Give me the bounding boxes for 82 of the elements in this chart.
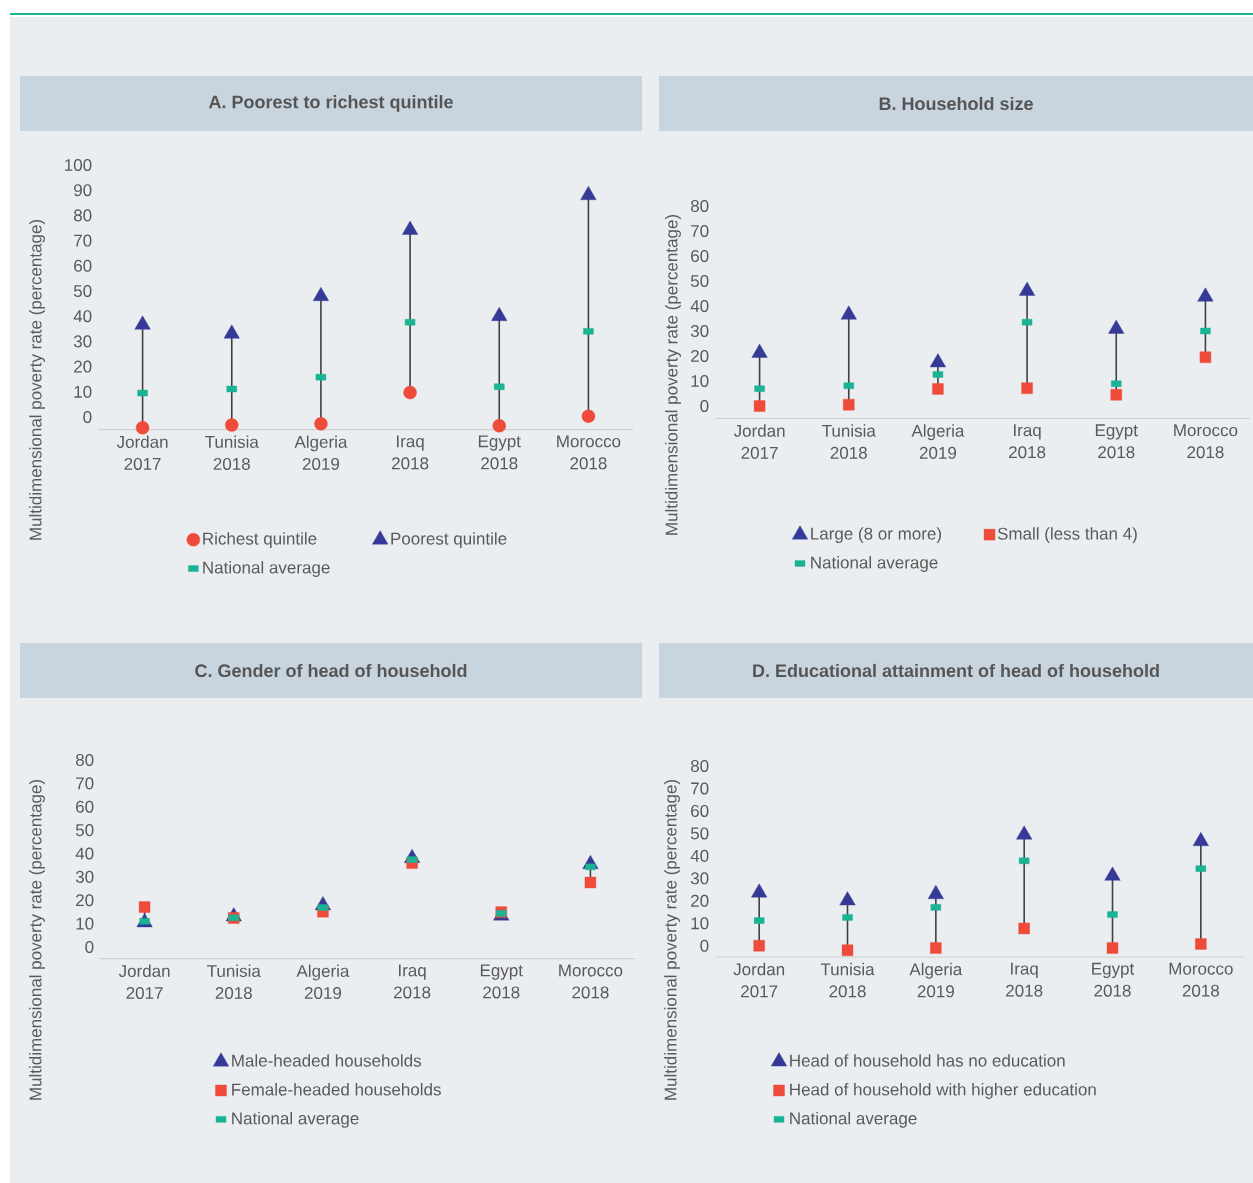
y-tick-label: 60 xyxy=(691,804,709,817)
x-tick-label: Iraq 2018 xyxy=(392,435,429,470)
y-axis-title: Multidimensional poverty rate (percentage) xyxy=(665,215,681,535)
y-tick-label: 10 xyxy=(691,917,709,930)
x-tick-label: Iraq 2018 xyxy=(1006,962,1043,997)
y-tick-label: 40 xyxy=(73,310,92,323)
y-tick-label: 20 xyxy=(74,360,92,373)
y-tick-label: 10 xyxy=(74,385,92,398)
legend-label: National average xyxy=(203,561,330,577)
y-tick-label: 30 xyxy=(690,872,709,885)
x-tick-label: Algeria 2019 xyxy=(911,424,965,459)
x-tick-label: Morocco 2018 xyxy=(1169,962,1233,997)
y-tick-label: 100 xyxy=(65,158,92,172)
x-tick-label: Algeria 2019 xyxy=(296,964,350,1000)
y-tick-label: 40 xyxy=(690,849,709,862)
x-tick-label: Egypt 2018 xyxy=(1095,424,1138,459)
legend-label: Male-headed households xyxy=(232,1054,422,1067)
y-tick-label: 50 xyxy=(75,824,94,837)
y-tick-label: 0 xyxy=(700,399,709,413)
x-tick-label: Jordan 2017 xyxy=(733,424,785,459)
y-tick-label: 0 xyxy=(85,940,94,954)
x-tick-label: Algeria 2019 xyxy=(294,435,348,470)
y-tick-label: 30 xyxy=(690,324,709,338)
y-tick-label: 50 xyxy=(690,274,709,288)
legend-label: National average xyxy=(232,1111,359,1128)
y-tick-label: 10 xyxy=(691,374,709,388)
y-tick-label: 20 xyxy=(76,894,94,907)
y-tick-label: 90 xyxy=(74,184,92,197)
y-axis-title: Multidimensional poverty rate (percentage) xyxy=(664,780,680,1100)
legend-label: National average xyxy=(811,556,938,572)
legend-label: Small (less than 4) xyxy=(997,527,1137,544)
legend-label: National average xyxy=(790,1111,917,1128)
x-tick-label: Morocco 2018 xyxy=(1174,424,1238,459)
y-tick-label: 0 xyxy=(700,939,709,952)
y-tick-label: 30 xyxy=(75,870,94,883)
y-tick-label: 20 xyxy=(691,894,709,907)
x-tick-label: Jordan 2017 xyxy=(118,964,170,1000)
y-tick-label: 60 xyxy=(691,249,709,263)
legend-label: Large (8 or more) xyxy=(811,527,941,544)
x-tick-label: Morocco 2018 xyxy=(559,964,623,999)
x-tick-label: Tunisia 2018 xyxy=(205,435,259,470)
y-tick-label: 10 xyxy=(76,917,94,930)
x-tick-label: Morocco 2018 xyxy=(557,435,621,470)
x-tick-label: Tunisia 2018 xyxy=(820,962,875,998)
y-tick-label: 60 xyxy=(76,800,94,813)
x-tick-label: Egypt 2018 xyxy=(480,964,523,999)
chart-title: A. Poorest to richest quintile xyxy=(208,95,453,112)
legend-label: Head of household has no education xyxy=(790,1054,1065,1067)
y-tick-label: 80 xyxy=(690,199,709,213)
y-tick-label: 60 xyxy=(74,259,92,272)
y-tick-label: 80 xyxy=(75,753,94,767)
y-tick-label: 0 xyxy=(83,410,92,424)
y-tick-label: 50 xyxy=(690,827,709,840)
legend-label: Female-headed households xyxy=(232,1083,441,1096)
x-tick-label: Jordan 2017 xyxy=(733,962,785,998)
x-tick-label: Iraq 2018 xyxy=(1009,424,1046,459)
legend-label: Head of household with higher education xyxy=(790,1083,1096,1099)
y-tick-label: 40 xyxy=(690,299,709,313)
y-tick-label: 40 xyxy=(75,847,94,860)
legend-label: Richest quintile xyxy=(203,532,317,549)
x-tick-label: Iraq 2018 xyxy=(394,964,431,999)
x-tick-label: Tunisia 2018 xyxy=(207,964,261,1000)
chart-title: B. Household size xyxy=(879,96,1033,111)
x-tick-label: Egypt 2018 xyxy=(1092,962,1135,997)
chart-title: D. Educational attainment of head of household xyxy=(753,663,1159,678)
y-tick-label: 80 xyxy=(690,759,709,773)
y-axis-title: Multidimensional poverty rate (percentage) xyxy=(29,780,45,1100)
y-axis-title: Multidimensional poverty rate (percentage) xyxy=(29,219,45,540)
y-tick-label: 70 xyxy=(76,777,94,790)
y-tick-label: 70 xyxy=(74,234,92,247)
x-tick-label: Tunisia 2018 xyxy=(822,424,876,459)
chart-title: C. Gender of head of household xyxy=(195,663,467,678)
x-tick-label: Algeria 2019 xyxy=(909,962,963,998)
y-tick-label: 80 xyxy=(73,209,92,222)
legend-label: Poorest quintile xyxy=(391,532,507,549)
y-tick-label: 70 xyxy=(691,224,709,238)
x-tick-label: Egypt 2018 xyxy=(478,435,521,470)
x-tick-label: Jordan 2017 xyxy=(116,435,168,470)
y-tick-label: 50 xyxy=(73,284,92,298)
y-tick-label: 70 xyxy=(691,782,709,795)
y-tick-label: 20 xyxy=(691,349,709,363)
y-tick-label: 30 xyxy=(73,335,92,348)
